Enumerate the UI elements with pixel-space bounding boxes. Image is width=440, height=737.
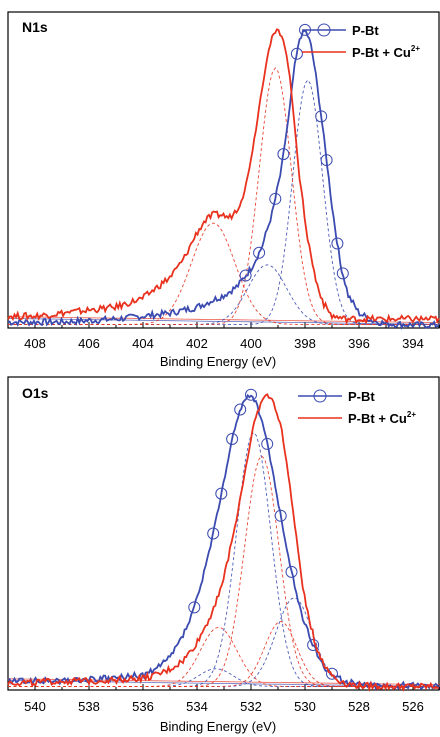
legend: P-Bt P-Bt + Cu2+ (298, 389, 416, 426)
series-marker-circle (188, 601, 201, 614)
x-tick-label: 396 (348, 336, 370, 351)
legend-label: P-Bt + Cu2+ (348, 410, 416, 426)
legend-label: P-Bt (352, 23, 379, 38)
series-line-p-bt (7, 29, 440, 330)
series-marker-circle (331, 237, 344, 250)
legend-label: P-Bt + Cu2+ (352, 44, 420, 60)
x-tick-label: 540 (24, 699, 46, 714)
series-marker-circle (326, 667, 338, 680)
series-marker-circle (226, 433, 239, 446)
series-marker-circle (336, 267, 349, 280)
panel-n1s: 408 406 404 402 400 398 396 394 Binding Energy (… (7, 11, 440, 369)
series-marker-circle (277, 148, 290, 161)
series-marker-circle (315, 110, 328, 123)
panel-label: O1s (22, 385, 49, 401)
series-marker-circle (274, 509, 287, 522)
series-marker-circle (207, 527, 220, 540)
fit-component-line (8, 621, 438, 687)
x-tick-label: 526 (402, 699, 424, 714)
series-marker-circle (215, 487, 228, 500)
fit-component-line (8, 222, 438, 325)
x-tick-label: 408 (24, 336, 46, 351)
x-tick-label: 400 (240, 336, 262, 351)
series-marker-circle (320, 154, 333, 167)
series-marker-circle (253, 246, 266, 259)
legend-marker-circle (317, 23, 331, 37)
legend-label-superscript: 2+ (407, 410, 416, 419)
series-marker-circle (269, 192, 282, 205)
series-marker-circle (239, 269, 252, 282)
x-tick-label: 398 (294, 336, 316, 351)
x-tick-label: 394 (402, 336, 424, 351)
x-tick-label: 530 (294, 699, 316, 714)
x-axis-title: Binding Energy (eV) (160, 719, 276, 734)
series-marker-circle (245, 388, 257, 401)
legend-marker-circle (313, 389, 327, 403)
x-tick-label: 406 (78, 336, 100, 351)
panel-o1s: 540 538 536 534 532 530 528 526 Binding Energy (… (7, 376, 440, 734)
series-marker-circle (285, 565, 298, 578)
x-tick-label: 536 (132, 699, 154, 714)
series-line-p-bt-cu (7, 393, 440, 693)
series-line-p-bt (7, 393, 440, 691)
series-marker-circle (261, 437, 274, 450)
legend: P-Bt P-Bt + Cu2+ (302, 23, 420, 60)
fit-component-line (8, 67, 438, 325)
fit-component-line (8, 431, 438, 687)
x-tick-label: 528 (348, 699, 370, 714)
x-tick-label: 532 (240, 699, 262, 714)
x-tick-label: 402 (186, 336, 208, 351)
x-tick-label: 404 (132, 336, 154, 351)
series-line-p-bt-cu (7, 28, 440, 325)
x-tick-label: 538 (78, 699, 100, 714)
series-marker-circle (290, 47, 303, 60)
legend-label-superscript: 2+ (411, 44, 420, 53)
fit-component-line (8, 79, 438, 325)
x-tick-label: 534 (186, 699, 208, 714)
series-marker-circle (234, 403, 247, 416)
x-axis-title: Binding Energy (eV) (160, 354, 276, 369)
fit-component-line (8, 597, 438, 687)
panel-label: N1s (22, 19, 48, 35)
legend-label: P-Bt (348, 389, 375, 404)
